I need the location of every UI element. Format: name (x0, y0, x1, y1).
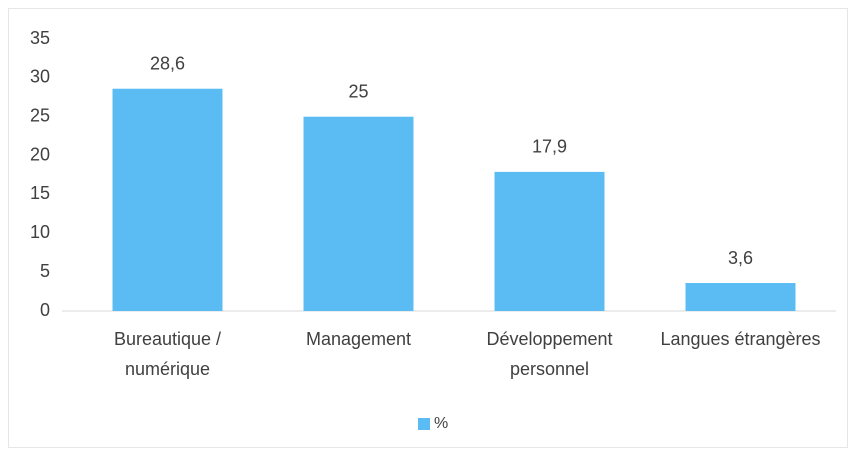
y-tick-label: 20 (30, 144, 50, 164)
x-tick-label: Langues étrangères (660, 329, 820, 349)
y-tick-label: 30 (30, 67, 50, 87)
data-label: 28,6 (150, 53, 185, 73)
y-tick-label: 25 (30, 105, 50, 125)
y-tick-label: 5 (40, 261, 50, 281)
y-tick-label: 35 (30, 28, 50, 48)
y-tick-label: 15 (30, 183, 50, 203)
y-tick-label: 10 (30, 222, 50, 242)
bar (112, 88, 223, 311)
legend-swatch (418, 418, 430, 430)
y-tick-label: 0 (40, 300, 50, 320)
bar (303, 116, 414, 311)
data-label: 3,6 (728, 248, 753, 268)
bar (685, 283, 796, 311)
x-tick-label: Bureautique / numérique (114, 329, 221, 379)
x-tick-label: Développement personnel (486, 329, 612, 379)
bar (494, 171, 605, 311)
data-label: 17,9 (532, 137, 567, 157)
x-tick-label: Management (306, 329, 411, 349)
legend-label: % (434, 415, 448, 432)
data-label: 25 (348, 81, 368, 101)
